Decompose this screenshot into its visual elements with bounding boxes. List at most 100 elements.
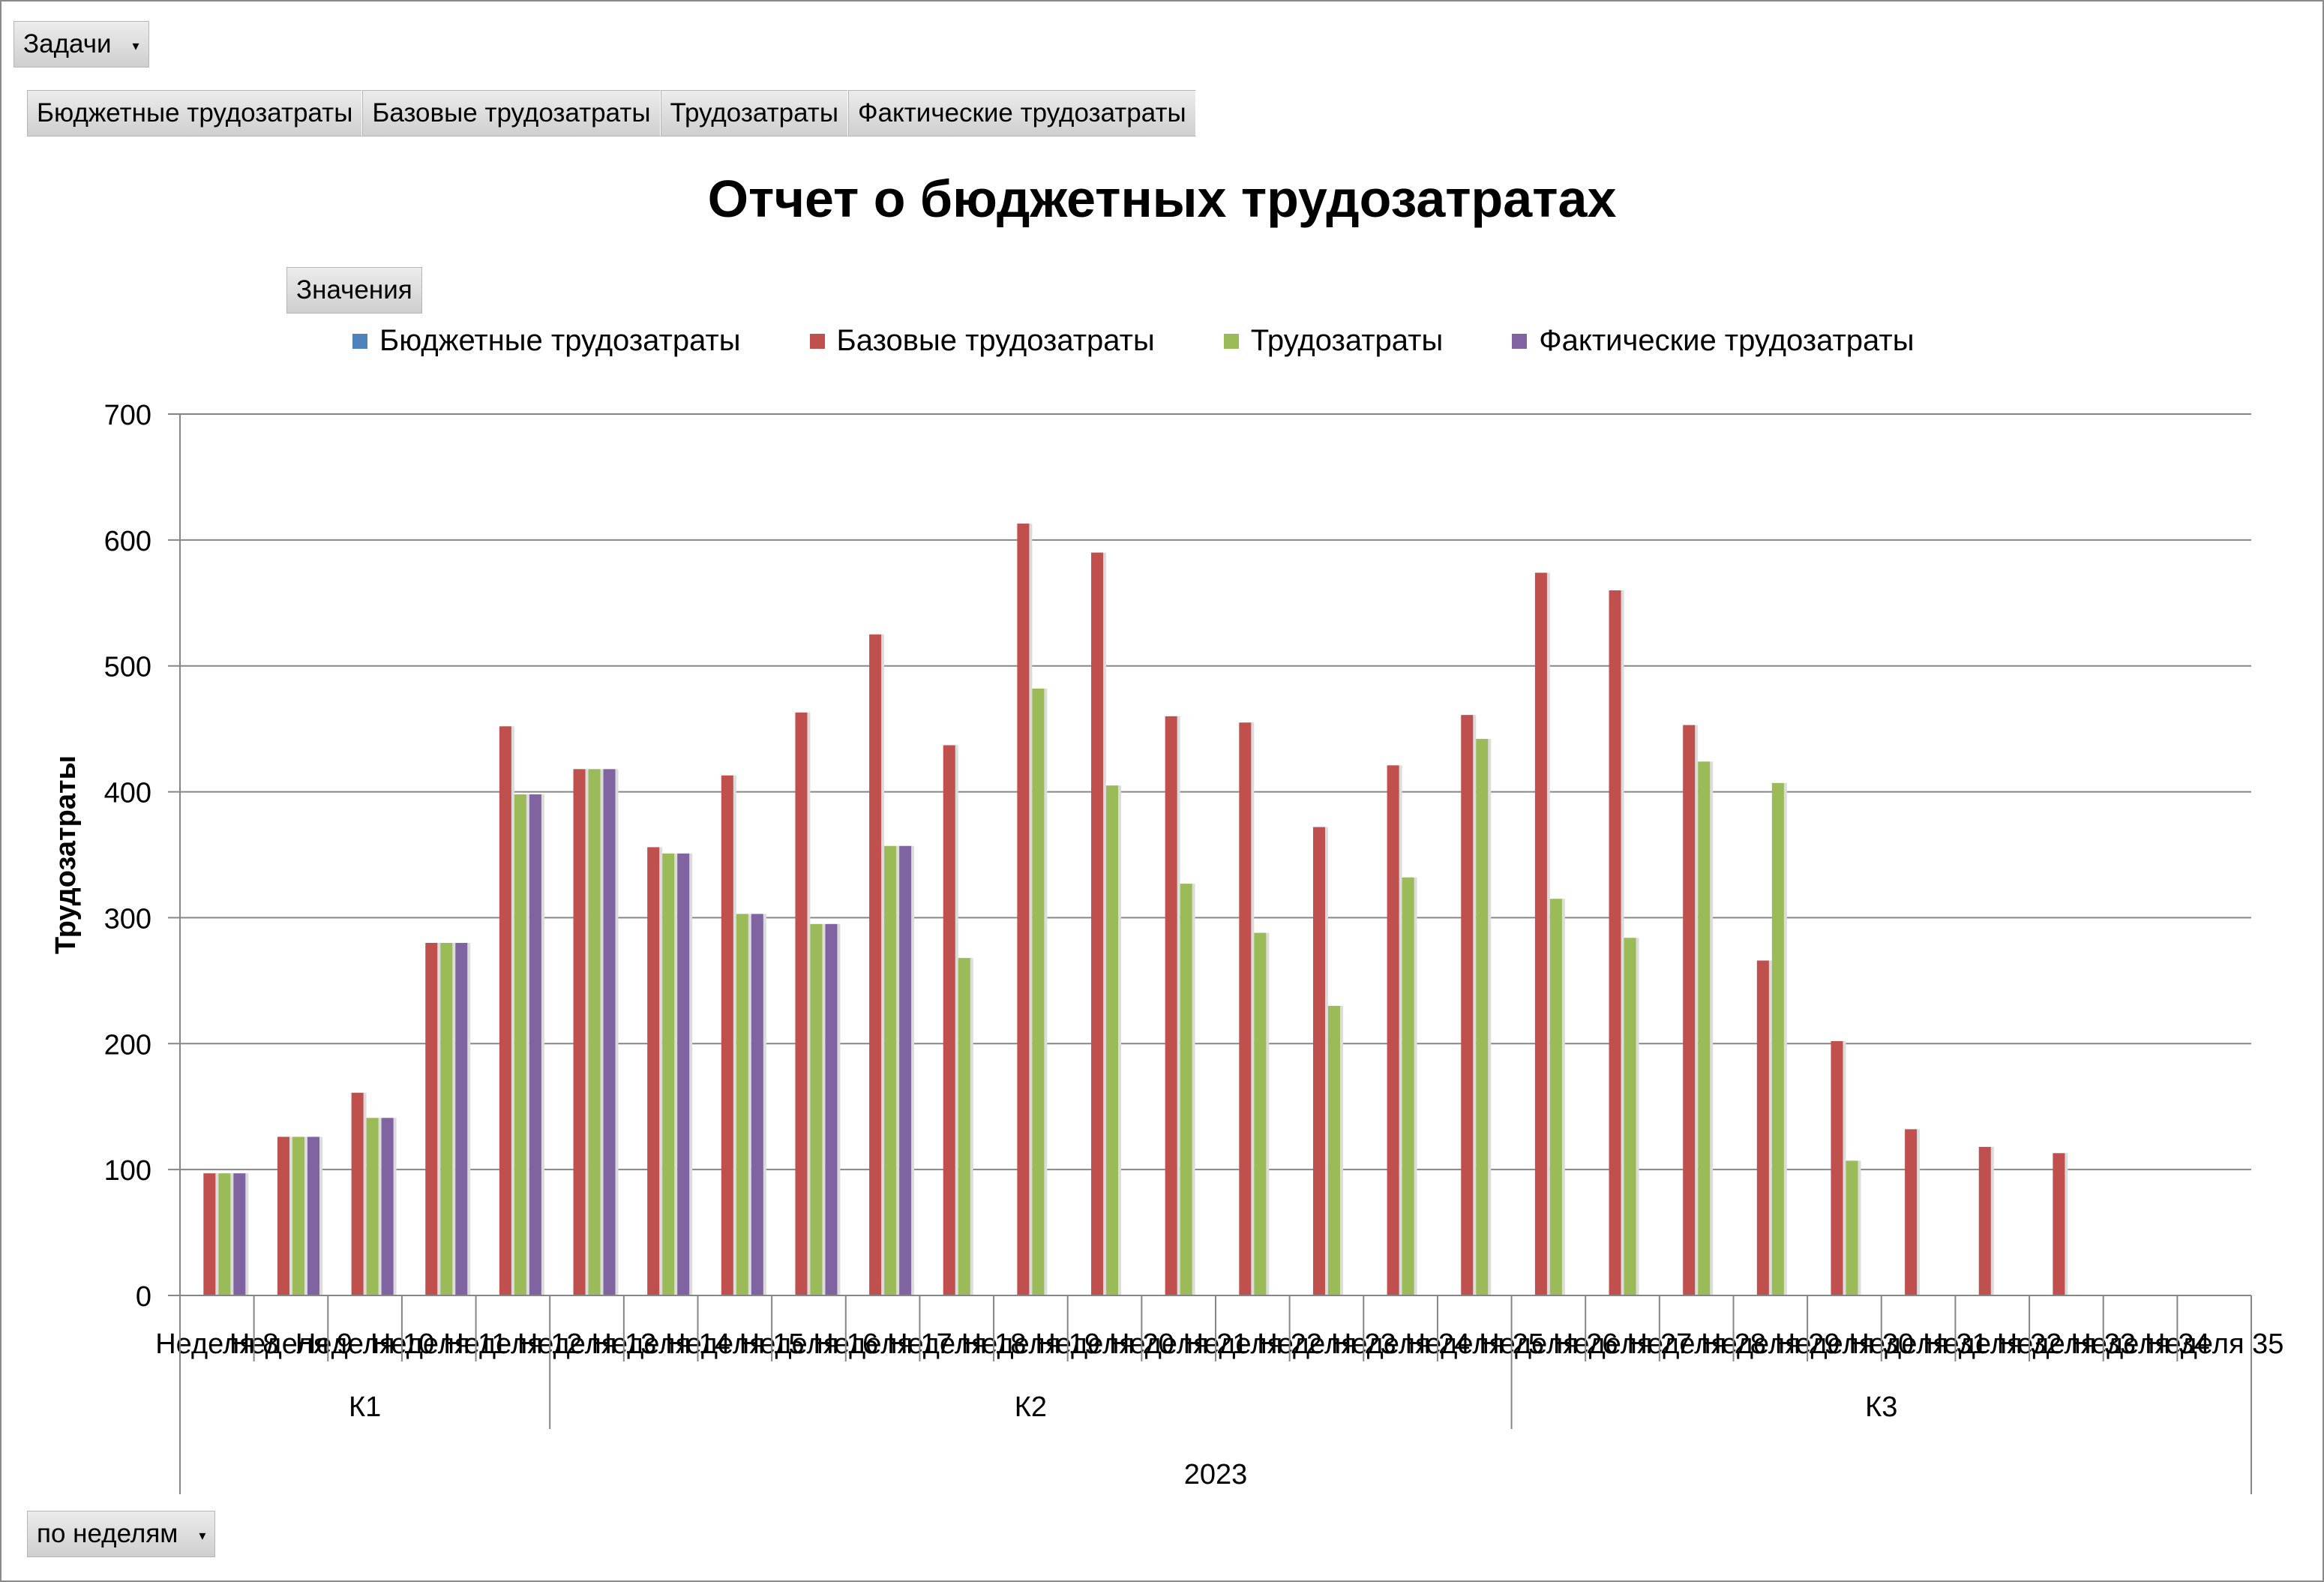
bar: [351, 1092, 364, 1295]
x-tick-label: Неделя 34: [2071, 1328, 2209, 1360]
x-tick-label: Неделя 30: [1775, 1328, 1914, 1360]
x-tick-label: Неделя 10: [295, 1328, 434, 1360]
period-button[interactable]: по неделям ▾: [27, 1511, 216, 1557]
legend-swatch-actual: [1512, 333, 1528, 349]
legend-item-work: Трудозатраты: [1223, 324, 1444, 358]
bar: [203, 1173, 216, 1295]
legend-swatch-budget: [352, 333, 367, 349]
legend-item-actual: Фактические трудозатраты: [1512, 324, 1914, 358]
bar: [1978, 1146, 1991, 1295]
bar: [1017, 524, 1030, 1296]
field-baseline-work[interactable]: Базовые трудозатраты: [362, 90, 661, 137]
bar: [1461, 715, 1474, 1295]
bar: [1327, 1005, 1340, 1295]
bar: [1698, 761, 1711, 1295]
quarter-label: К2: [1015, 1391, 1047, 1423]
x-tick-label: Неделя 13: [517, 1328, 656, 1360]
x-tick-label: Неделя 8: [155, 1328, 278, 1360]
legend-label-work: Трудозатраты: [1250, 324, 1444, 357]
x-tick-label: Неделя 19: [961, 1328, 1100, 1360]
bar: [810, 923, 823, 1295]
chart-legend: Бюджетные трудозатраты Базовые трудозатр…: [352, 324, 1983, 358]
bar: [588, 769, 601, 1295]
bar: [721, 775, 733, 1295]
bar: [1165, 716, 1177, 1295]
bar: [514, 794, 526, 1295]
bar: [1609, 590, 1621, 1295]
y-axis-title: Трудозатраты: [50, 755, 82, 954]
bar: [1905, 1129, 1918, 1295]
y-tick-label: 700: [104, 400, 151, 431]
x-tick-label: Неделя 26: [1479, 1328, 1618, 1360]
bar: [381, 1118, 394, 1295]
bar: [277, 1136, 289, 1295]
x-tick-label: Неделя 35: [2145, 1328, 2284, 1360]
bar: [1831, 1040, 1843, 1295]
bar: [1624, 938, 1636, 1295]
bar: [1091, 552, 1104, 1295]
legend-swatch-baseline: [809, 333, 825, 349]
x-tick-label: Неделя 22: [1183, 1328, 1322, 1360]
bar: [218, 1173, 231, 1295]
x-tick-label: Неделя 21: [1109, 1328, 1248, 1360]
legend-label-budget: Бюджетные трудозатраты: [379, 324, 741, 357]
y-tick-label: 100: [104, 1155, 151, 1187]
bar: [2053, 1153, 2065, 1295]
tasks-filter-button[interactable]: Задачи ▾: [13, 21, 149, 68]
bar: [1180, 884, 1192, 1295]
x-tick-label: Неделя 24: [1331, 1328, 1470, 1360]
x-tick-label: Неделя 32: [1923, 1328, 2062, 1360]
bar: [292, 1136, 304, 1295]
bar: [736, 914, 748, 1295]
x-tick-label: Неделя 18: [887, 1328, 1026, 1360]
bar: [425, 943, 438, 1295]
x-tick-label: Неделя 14: [591, 1328, 730, 1360]
y-tick-label: 0: [136, 1281, 151, 1313]
x-tick-label: Неделя 20: [1035, 1328, 1174, 1360]
field-budget-work[interactable]: Бюджетные трудозатраты: [27, 90, 363, 137]
bar: [899, 845, 912, 1295]
bar: [943, 745, 955, 1295]
tasks-filter-label: Задачи: [23, 29, 112, 59]
bar: [1846, 1160, 1858, 1295]
x-tick-label: Неделя 23: [1257, 1328, 1396, 1360]
x-tick-label: Неделя 12: [443, 1328, 582, 1360]
bar: [1106, 785, 1119, 1295]
bar: [662, 853, 675, 1295]
bar: [1032, 688, 1045, 1295]
bar: [1402, 877, 1414, 1295]
bar: [1756, 960, 1769, 1295]
bar: [1312, 827, 1325, 1295]
bar: [233, 1173, 246, 1295]
bar: [1534, 572, 1547, 1295]
value-fields-bar: Бюджетные трудозатраты Базовые трудозатр…: [27, 90, 1196, 137]
values-button[interactable]: Значения: [286, 267, 422, 314]
x-tick-label: Неделя 16: [739, 1328, 878, 1360]
bar: [958, 958, 970, 1295]
x-tick-label: Неделя 31: [1849, 1328, 1987, 1360]
x-tick-label: Неделя 15: [665, 1328, 804, 1360]
bar: [529, 794, 541, 1295]
bar: [573, 769, 586, 1295]
quarter-label: К1: [349, 1391, 381, 1423]
field-actual-work[interactable]: Фактические трудозатраты: [847, 90, 1196, 137]
x-tick-label: Неделя 11: [370, 1328, 508, 1360]
x-tick-label: Неделя 17: [813, 1328, 952, 1360]
field-work[interactable]: Трудозатраты: [660, 90, 848, 137]
legend-item-budget: Бюджетные трудозатраты: [352, 324, 741, 358]
bar: [1254, 932, 1267, 1295]
y-tick-label: 300: [104, 903, 151, 935]
x-tick-label: Неделя 33: [1997, 1328, 2136, 1360]
legend-item-baseline: Базовые трудозатраты: [809, 324, 1155, 358]
y-tick-label: 200: [104, 1029, 151, 1061]
bar: [751, 914, 763, 1295]
x-tick-label: Неделя 28: [1627, 1328, 1765, 1360]
bar: [366, 1118, 379, 1295]
bar: [1476, 739, 1489, 1295]
bar: [795, 712, 808, 1295]
bar: [1239, 722, 1252, 1295]
dropdown-arrow-icon: ▾: [199, 1527, 206, 1543]
bar: [869, 634, 882, 1295]
x-tick-label: Неделя 29: [1701, 1328, 1840, 1360]
